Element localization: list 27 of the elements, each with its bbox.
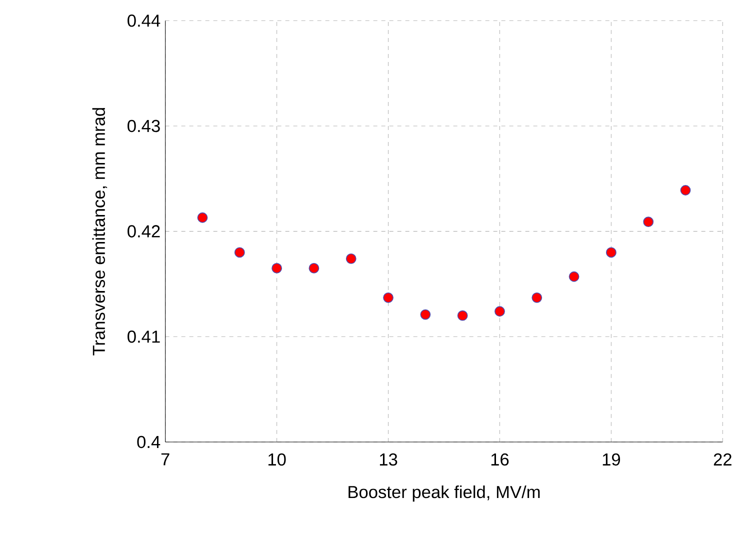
y-tick-label: 0.42 <box>128 225 160 238</box>
point <box>420 309 431 320</box>
x-tick-label: 22 <box>714 453 732 466</box>
point <box>272 262 282 274</box>
point <box>457 310 468 321</box>
x-axis-title: Booster peak field, MV/m <box>348 485 540 502</box>
y-tick-label: 0.41 <box>128 330 160 343</box>
point <box>532 292 542 303</box>
y-axis-title: Transverse emittance, mm mrad <box>92 108 108 356</box>
x-tick-label: 7 <box>161 453 170 466</box>
point <box>494 306 505 317</box>
point <box>197 212 208 223</box>
point <box>383 292 394 303</box>
x-tick-label: 19 <box>602 453 620 466</box>
point <box>680 185 691 196</box>
y-tick-label: 0.43 <box>128 120 160 132</box>
point <box>346 254 356 264</box>
x-tick-label: 16 <box>491 453 509 466</box>
x-tick-label: 10 <box>268 453 286 466</box>
point <box>308 262 320 274</box>
point <box>234 247 245 258</box>
point <box>643 216 654 228</box>
y-tick-label: 0.44 <box>128 14 160 27</box>
point <box>606 247 616 258</box>
y-tick-label: 0.4 <box>137 436 160 448</box>
point <box>568 271 580 282</box>
x-tick-label: 13 <box>380 453 398 466</box>
